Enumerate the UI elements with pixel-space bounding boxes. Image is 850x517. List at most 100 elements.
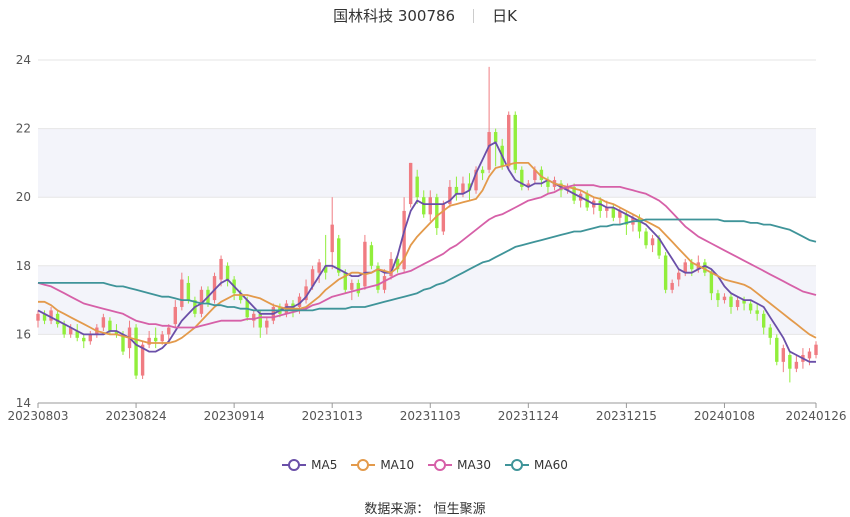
candle-body (160, 334, 164, 342)
candle-body (703, 262, 707, 273)
candle-body (644, 231, 648, 246)
candle-body (670, 282, 674, 290)
candle-body (755, 310, 759, 314)
source-name: 恒生聚源 (433, 502, 486, 517)
legend-swatch (428, 459, 453, 471)
title-separator (473, 9, 475, 23)
x-tick-label: 20240126 (785, 409, 846, 423)
candle-body (761, 313, 766, 328)
candle-body (153, 337, 158, 342)
y-tick-label: 16 (16, 327, 31, 341)
legend-item-ma5[interactable]: MA5 (282, 458, 337, 472)
chart-legend: MA5 MA10 MA30 MA60 (0, 458, 850, 474)
candle-body (428, 197, 432, 215)
candle-body (742, 300, 746, 304)
candle-body (88, 334, 93, 342)
candle-body (618, 210, 622, 218)
legend-item-ma10[interactable]: MA10 (351, 458, 414, 472)
y-tick-label: 18 (16, 259, 31, 273)
candle-body (474, 169, 478, 191)
x-tick-label: 20231103 (400, 409, 461, 423)
candle-body (650, 238, 655, 246)
legend-swatch (505, 459, 530, 471)
candle-body (513, 114, 517, 170)
legend-swatch (282, 459, 307, 471)
candle-body (180, 279, 184, 307)
candle-body (219, 258, 223, 280)
candle-body (252, 313, 256, 321)
y-tick-label: 22 (16, 122, 31, 136)
candle-body (441, 204, 446, 232)
x-tick-label: 20231124 (498, 409, 559, 423)
candle-body (480, 169, 485, 174)
candle-body (369, 245, 374, 266)
candle-body (304, 286, 308, 301)
x-tick-label: 20230824 (106, 409, 167, 423)
y-tick-label: 14 (16, 396, 31, 410)
candle-body (225, 265, 230, 280)
candle-body (36, 313, 40, 321)
candle-body (356, 282, 361, 294)
candle-body (461, 183, 465, 194)
candle-body (212, 276, 217, 301)
candle-body (238, 293, 243, 301)
period-label: 日K (492, 7, 517, 25)
legend-swatch (351, 459, 376, 471)
candle-body (140, 344, 145, 376)
candle-body (382, 276, 387, 290)
candle-body (147, 337, 151, 345)
candle-body (624, 214, 629, 225)
candle-body (533, 169, 537, 181)
y-tick-label: 20 (16, 190, 31, 204)
grid-band (38, 128, 816, 198)
candle-body (389, 258, 393, 277)
candle-body (363, 241, 367, 287)
x-tick-label: 20231215 (596, 409, 657, 423)
grid-band (38, 265, 816, 335)
candle-body (42, 313, 47, 321)
candle-body (605, 207, 609, 211)
candle-body (395, 258, 400, 270)
candle-body (258, 313, 262, 328)
candle-body (611, 207, 616, 218)
candle-body (487, 132, 491, 170)
candle-body (716, 293, 720, 301)
candle-body (101, 317, 106, 328)
candle-body (814, 344, 818, 355)
candle-body (62, 324, 66, 335)
candle-body (657, 238, 661, 256)
legend-label: MA5 (311, 458, 338, 472)
candle-body (68, 327, 73, 335)
candle-body (775, 337, 779, 362)
legend-label: MA30 (457, 458, 492, 472)
legend-item-ma60[interactable]: MA60 (505, 458, 568, 472)
data-source: 数据来源： 恒生聚源 (0, 498, 850, 517)
candle-body (49, 310, 53, 321)
line-ma30 (37, 184, 817, 329)
candle-body (520, 169, 524, 187)
candle-body (546, 180, 550, 187)
candle-body (134, 327, 138, 376)
candle-body (677, 272, 681, 280)
candle-body (565, 186, 570, 191)
candle-body (454, 186, 459, 194)
candle-body (709, 272, 714, 294)
candle-body (121, 334, 125, 352)
candle-body (376, 265, 380, 290)
candle-body (435, 197, 439, 229)
candle-body (539, 169, 544, 181)
legend-item-ma30[interactable]: MA30 (428, 458, 491, 472)
candle-body (729, 296, 733, 307)
line-ma60 (38, 218, 817, 312)
legend-label: MA60 (534, 458, 568, 472)
candle-body (108, 320, 112, 331)
source-label: 数据来源： (364, 502, 430, 517)
candle-body (690, 262, 694, 270)
candle-body (794, 361, 799, 369)
candle-body (75, 330, 79, 338)
legend-label: MA10 (380, 458, 415, 472)
candle-body (722, 296, 727, 301)
y-tick-label: 24 (16, 53, 31, 67)
candle-body (663, 255, 668, 290)
